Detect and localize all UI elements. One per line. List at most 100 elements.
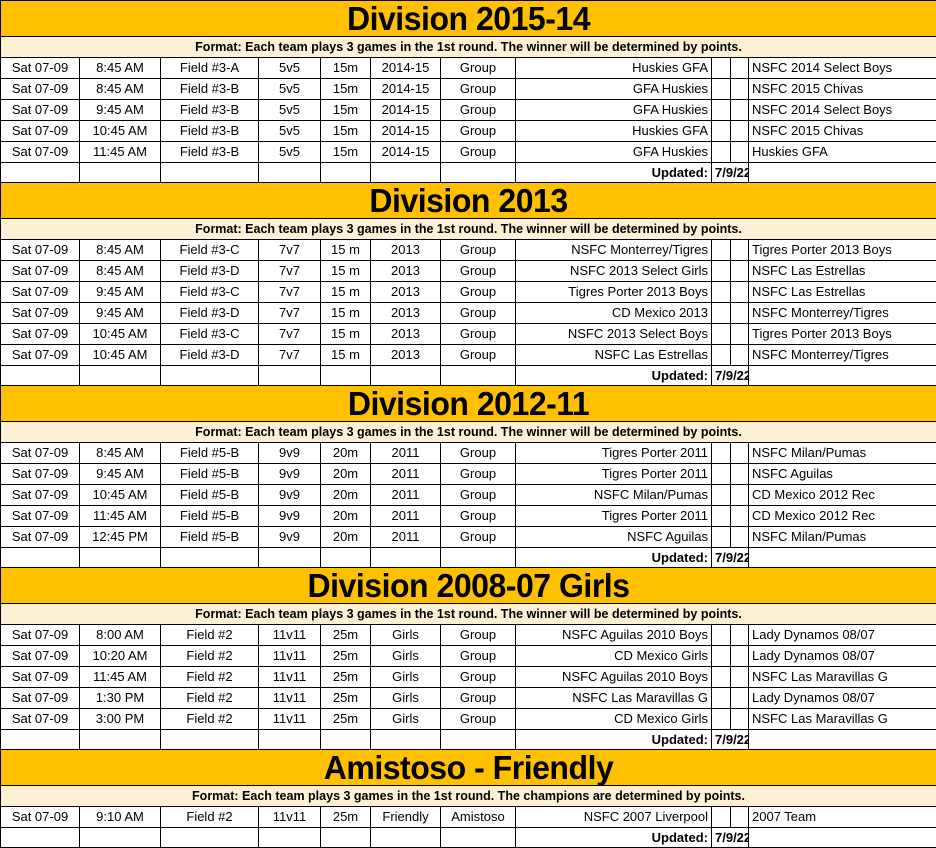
cell-time: 11:45 AM	[80, 667, 161, 688]
cell-home-team: GFA Huskies	[516, 142, 712, 163]
cell-score-away	[731, 240, 749, 261]
updated-spacer-cell	[161, 828, 259, 848]
cell-duration: 25m	[321, 646, 371, 667]
cell-time: 10:45 AM	[80, 121, 161, 142]
cell-date: Sat 07-09	[1, 303, 80, 324]
cell-age: Girls	[371, 646, 441, 667]
cell-format: 9v9	[259, 485, 321, 506]
updated-spacer-cell	[371, 730, 441, 750]
cell-home-team: CD Mexico 2013	[516, 303, 712, 324]
cell-format: 5v5	[259, 58, 321, 79]
cell-format: 5v5	[259, 142, 321, 163]
updated-trailing-cell	[749, 366, 936, 386]
cell-time: 10:20 AM	[80, 646, 161, 667]
cell-stage: Group	[441, 345, 516, 366]
updated-label: Updated:	[516, 730, 712, 750]
section-title-row: Division 2015-14	[1, 1, 936, 37]
cell-date: Sat 07-09	[1, 79, 80, 100]
cell-score-away	[731, 58, 749, 79]
updated-spacer-cell	[80, 163, 161, 183]
cell-field: Field #3-D	[161, 345, 259, 366]
cell-duration: 20m	[321, 506, 371, 527]
updated-trailing-cell	[749, 828, 936, 848]
cell-field: Field #3-B	[161, 121, 259, 142]
cell-format: 11v11	[259, 709, 321, 730]
cell-away-team: NSFC 2015 Chivas	[749, 79, 936, 100]
updated-spacer-cell	[441, 163, 516, 183]
cell-time: 11:45 AM	[80, 142, 161, 163]
cell-home-team: Huskies GFA	[516, 58, 712, 79]
cell-field: Field #5-B	[161, 506, 259, 527]
section-format-note: Format: Each team plays 3 games in the 1…	[1, 786, 936, 807]
cell-field: Field #5-B	[161, 527, 259, 548]
cell-time: 11:45 AM	[80, 506, 161, 527]
cell-age: 2014-15	[371, 79, 441, 100]
cell-age: 2013	[371, 303, 441, 324]
cell-score-away	[731, 100, 749, 121]
cell-away-team: NSFC Las Maravillas G	[749, 709, 936, 730]
updated-spacer-cell	[161, 366, 259, 386]
cell-away-team: Lady Dynamos 08/07	[749, 688, 936, 709]
cell-field: Field #3-C	[161, 324, 259, 345]
updated-label: Updated:	[516, 828, 712, 848]
cell-format: 5v5	[259, 100, 321, 121]
cell-date: Sat 07-09	[1, 506, 80, 527]
cell-date: Sat 07-09	[1, 464, 80, 485]
cell-score-away	[731, 688, 749, 709]
cell-score-away	[731, 345, 749, 366]
section-title-row: Amistoso - Friendly	[1, 750, 936, 786]
cell-score-home	[712, 646, 731, 667]
updated-spacer-cell	[321, 828, 371, 848]
section-format-note: Format: Each team plays 3 games in the 1…	[1, 422, 936, 443]
updated-spacer-cell	[371, 828, 441, 848]
cell-date: Sat 07-09	[1, 485, 80, 506]
cell-time: 10:45 AM	[80, 485, 161, 506]
cell-format: 7v7	[259, 261, 321, 282]
cell-time: 9:45 AM	[80, 464, 161, 485]
cell-duration: 25m	[321, 709, 371, 730]
updated-label: Updated:	[516, 548, 712, 568]
cell-stage: Group	[441, 443, 516, 464]
cell-age: 2013	[371, 240, 441, 261]
updated-spacer-cell	[1, 366, 80, 386]
updated-spacer-cell	[371, 548, 441, 568]
section-title: Amistoso - Friendly	[15, 751, 922, 784]
cell-score-away	[731, 261, 749, 282]
cell-time: 8:45 AM	[80, 240, 161, 261]
cell-home-team: NSFC Milan/Pumas	[516, 485, 712, 506]
section-title: Division 2013	[15, 184, 922, 217]
cell-age: 2014-15	[371, 121, 441, 142]
cell-score-away	[731, 324, 749, 345]
cell-field: Field #2	[161, 625, 259, 646]
cell-score-home	[712, 807, 731, 828]
updated-spacer-cell	[259, 163, 321, 183]
cell-away-team: NSFC 2014 Select Boys	[749, 100, 936, 121]
cell-format: 11v11	[259, 807, 321, 828]
section-title-cell: Amistoso - Friendly	[1, 750, 936, 786]
cell-format: 9v9	[259, 443, 321, 464]
cell-stage: Group	[441, 100, 516, 121]
section-updated-row: Updated:7/9/22 7:36 AM	[1, 366, 936, 386]
cell-score-away	[731, 667, 749, 688]
updated-spacer-cell	[371, 366, 441, 386]
cell-date: Sat 07-09	[1, 709, 80, 730]
cell-time: 9:45 AM	[80, 303, 161, 324]
updated-spacer-cell	[371, 163, 441, 183]
cell-stage: Group	[441, 324, 516, 345]
cell-time: 8:00 AM	[80, 625, 161, 646]
cell-duration: 15 m	[321, 345, 371, 366]
cell-date: Sat 07-09	[1, 646, 80, 667]
cell-home-team: NSFC Aguilas 2010 Boys	[516, 625, 712, 646]
cell-duration: 20m	[321, 464, 371, 485]
updated-spacer-cell	[259, 828, 321, 848]
cell-format: 9v9	[259, 527, 321, 548]
cell-score-home	[712, 58, 731, 79]
updated-value: 7/9/22 7:36 AM	[712, 548, 749, 568]
cell-score-home	[712, 261, 731, 282]
